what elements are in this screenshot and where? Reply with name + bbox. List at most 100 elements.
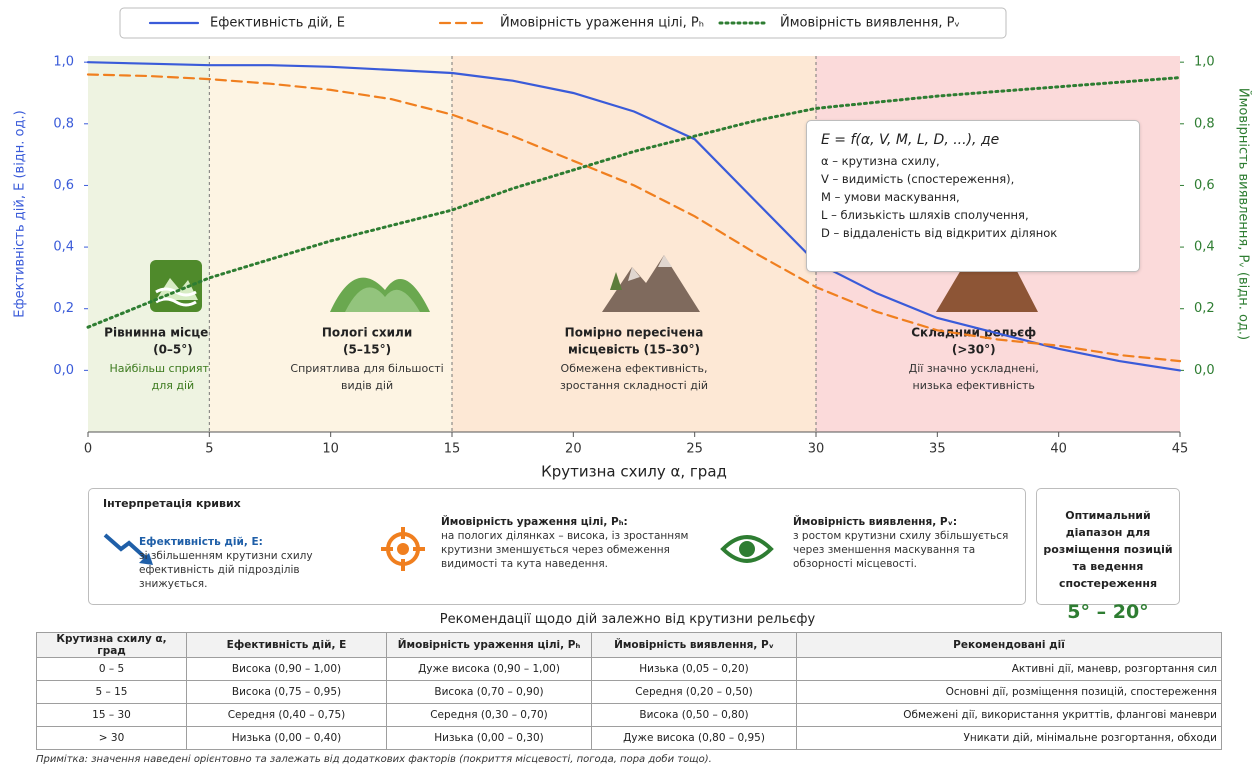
legend-label: Ймовірність виявлення, Pᵥ bbox=[780, 15, 960, 31]
x-tick-label: 45 bbox=[1172, 442, 1189, 457]
plot: 0 5 10 15 20 25 30 35 40 45 Крутизна схилу α, град… bbox=[13, 55, 1252, 480]
zone-note: Сприятлива для більшості bbox=[290, 362, 443, 375]
y2-tick-label: 0,2 bbox=[1194, 301, 1215, 316]
zone-title: Рівнинна місцевість bbox=[104, 326, 242, 340]
zone-note: видів дій bbox=[341, 379, 393, 392]
table-cell: Дуже висока (0,90 – 1,00) bbox=[386, 657, 592, 681]
table-row: 0 – 5 Висока (0,90 – 1,00) Дуже висока (0,… bbox=[36, 657, 1222, 681]
table: Крутизна схилу α, град Ефективність дій,… bbox=[36, 632, 1222, 750]
icon-rugged bbox=[602, 255, 700, 312]
formula-line: D – віддаленість від відкритих ділянок bbox=[821, 226, 1058, 240]
legend-label: Ефективність дій, E bbox=[210, 16, 345, 31]
interpretation-item: Ймовірність ураження цілі, Pₕ: на пологи… bbox=[441, 515, 691, 571]
icon-hills bbox=[330, 277, 430, 312]
y2-tick-label: 0,0 bbox=[1194, 363, 1215, 378]
table-header: Крутизна схилу α, град Ефективність дій,… bbox=[36, 632, 1222, 658]
zone-title: Помірно пересічена bbox=[565, 326, 704, 340]
table-cell: Дуже висока (0,80 – 0,95) bbox=[591, 726, 797, 750]
series-line bbox=[86, 61, 1182, 372]
table-cell: Висока (0,50 – 0,80) bbox=[591, 703, 797, 727]
legend-label: Ймовірність ураження цілі, Pₕ bbox=[500, 15, 704, 31]
table-cell: 5 – 15 bbox=[36, 680, 187, 704]
zone-title: (>30°) bbox=[952, 343, 996, 357]
item-title: Ймовірність виявлення, Pᵥ: bbox=[793, 516, 958, 528]
icon-eye bbox=[720, 535, 774, 563]
formula-line: α – крутизна схилу, bbox=[821, 154, 940, 168]
header-cell: Ймовірність ураження цілі, Pₕ bbox=[386, 632, 592, 658]
zone-note: Дії значно ускладнені, bbox=[909, 362, 1039, 375]
note: Примітка: значення наведені орієнтовно т… bbox=[36, 754, 712, 765]
zone-band bbox=[452, 56, 816, 432]
y-tick-label: 0,6 bbox=[53, 178, 74, 193]
table-cell: Обмежені дії, використання укриттів, фла… bbox=[796, 703, 1222, 727]
x-tick-label: 35 bbox=[929, 442, 946, 457]
interpretation-item: Ймовірність виявлення, Pᵥ: з ростом крут… bbox=[793, 515, 1023, 571]
y2-axis-title: Ймовірність виявлення, Pᵥ (відн. од.) bbox=[1236, 88, 1252, 340]
y-axis-title: Ефективність дій, E (відн. од.) bbox=[13, 110, 28, 317]
zone-title: місцевість (15–30°) bbox=[568, 343, 700, 357]
x-tick-label: 20 bbox=[565, 442, 582, 457]
table-cell: Висока (0,70 – 0,90) bbox=[386, 680, 592, 704]
item-text: зі збільшенням крутизни схилу ефективніс… bbox=[139, 550, 313, 590]
interpretation-item: Ефективність дій, E: зі збільшенням крут… bbox=[139, 535, 359, 591]
header-cell: Рекомендовані дії bbox=[796, 632, 1222, 658]
x-axis-title: Крутизна схилу α, град bbox=[541, 463, 727, 481]
formula-line: M – умови маскування, bbox=[821, 190, 960, 204]
legend-box bbox=[119, 7, 1007, 39]
zone-note: зростання складності дій bbox=[560, 379, 708, 392]
icon-target bbox=[381, 527, 425, 571]
table-cell: Середня (0,30 – 0,70) bbox=[386, 703, 592, 727]
x-tick-label: 30 bbox=[808, 442, 825, 457]
x-tick-label: 15 bbox=[444, 442, 461, 457]
zone-title: (0–5°) bbox=[153, 343, 193, 357]
zone-note: Найбільш сприятлива bbox=[109, 362, 236, 375]
optimal-panel: Оптимальний діапазон для розміщення пози… bbox=[1036, 488, 1180, 622]
optimal-title: Оптимальний діапазон для розміщення пози… bbox=[1043, 509, 1173, 590]
table-cell: Висока (0,90 – 1,00) bbox=[186, 657, 387, 681]
x-tick-label: 10 bbox=[322, 442, 339, 457]
item-text: з ростом крутизни схилу збільшується чер… bbox=[793, 530, 1009, 570]
zone-title: Пологі схили bbox=[322, 326, 412, 340]
y2-tick-label: 0,4 bbox=[1194, 240, 1215, 255]
table-row: 15 – 30 Середня (0,40 – 0,75) Середня (0,3… bbox=[36, 703, 1222, 727]
header-cell: Ймовірність виявлення, Pᵥ bbox=[591, 632, 797, 658]
header-cell: Ефективність дій, E bbox=[186, 632, 387, 658]
interpretation-panel: Інтерпретація кривих Ефективність дій, E… bbox=[88, 488, 1026, 605]
table-cell: Середня (0,20 – 0,50) bbox=[591, 680, 797, 704]
table-cell: Середня (0,40 – 0,75) bbox=[186, 703, 387, 727]
optimal-range: 5° – 20° bbox=[1067, 601, 1149, 623]
formula: E = f(α, V, M, L, D, ...), де bbox=[821, 132, 1000, 148]
x-tick-label: 25 bbox=[686, 442, 703, 457]
icon-trend bbox=[103, 533, 153, 565]
y-tick-label: 0,0 bbox=[53, 363, 74, 378]
table-row: > 30 Низька (0,00 – 0,40) Низька (0,00 – 0… bbox=[36, 726, 1222, 750]
formula-line: L – близькість шляхів сполучення, bbox=[821, 208, 1029, 222]
y-tick-label: 1,0 bbox=[53, 55, 74, 70]
table-title: Рекомендації щодо дій залежно від крутиз… bbox=[439, 612, 816, 627]
table-cell: Уникати дій, мінімальне розгортання, обх… bbox=[796, 726, 1222, 750]
formula-box: E = f(α, V, M, L, D, ...), де α – крутиз… bbox=[806, 120, 1140, 272]
table-row: 5 – 15 Висока (0,75 – 0,95) Висока (0,70 –… bbox=[36, 680, 1222, 704]
series-line bbox=[86, 76, 1182, 329]
table-cell: Низька (0,00 – 0,40) bbox=[186, 726, 387, 750]
series-line bbox=[86, 73, 1182, 363]
zone-title: (5–15°) bbox=[343, 343, 391, 357]
zone-band bbox=[88, 56, 210, 432]
icon-plain bbox=[150, 260, 202, 312]
x-tick-label: 5 bbox=[205, 442, 213, 457]
zone-band bbox=[209, 56, 452, 432]
table-cell: > 30 bbox=[36, 726, 187, 750]
y-tick-label: 0,2 bbox=[53, 301, 74, 316]
item-title: Ймовірність ураження цілі, Pₕ: bbox=[441, 516, 628, 528]
zone-note: для дій bbox=[152, 379, 195, 392]
x-tick-label: 0 bbox=[84, 442, 92, 457]
y2-tick-label: 1,0 bbox=[1194, 55, 1215, 70]
table-body: 0 – 5 Висока (0,90 – 1,00) Дуже висока (0,… bbox=[36, 657, 1222, 750]
table-cell: Низька (0,00 – 0,30) bbox=[386, 726, 592, 750]
y-tick-label: 0,4 bbox=[53, 240, 74, 255]
table-cell: Низька (0,05 – 0,20) bbox=[591, 657, 797, 681]
zone-note: Обмежена ефективність, bbox=[561, 362, 708, 375]
table-cell: Активні дії, маневр, розгортання сил bbox=[796, 657, 1222, 681]
panel-title: Інтерпретація кривих bbox=[103, 497, 241, 510]
